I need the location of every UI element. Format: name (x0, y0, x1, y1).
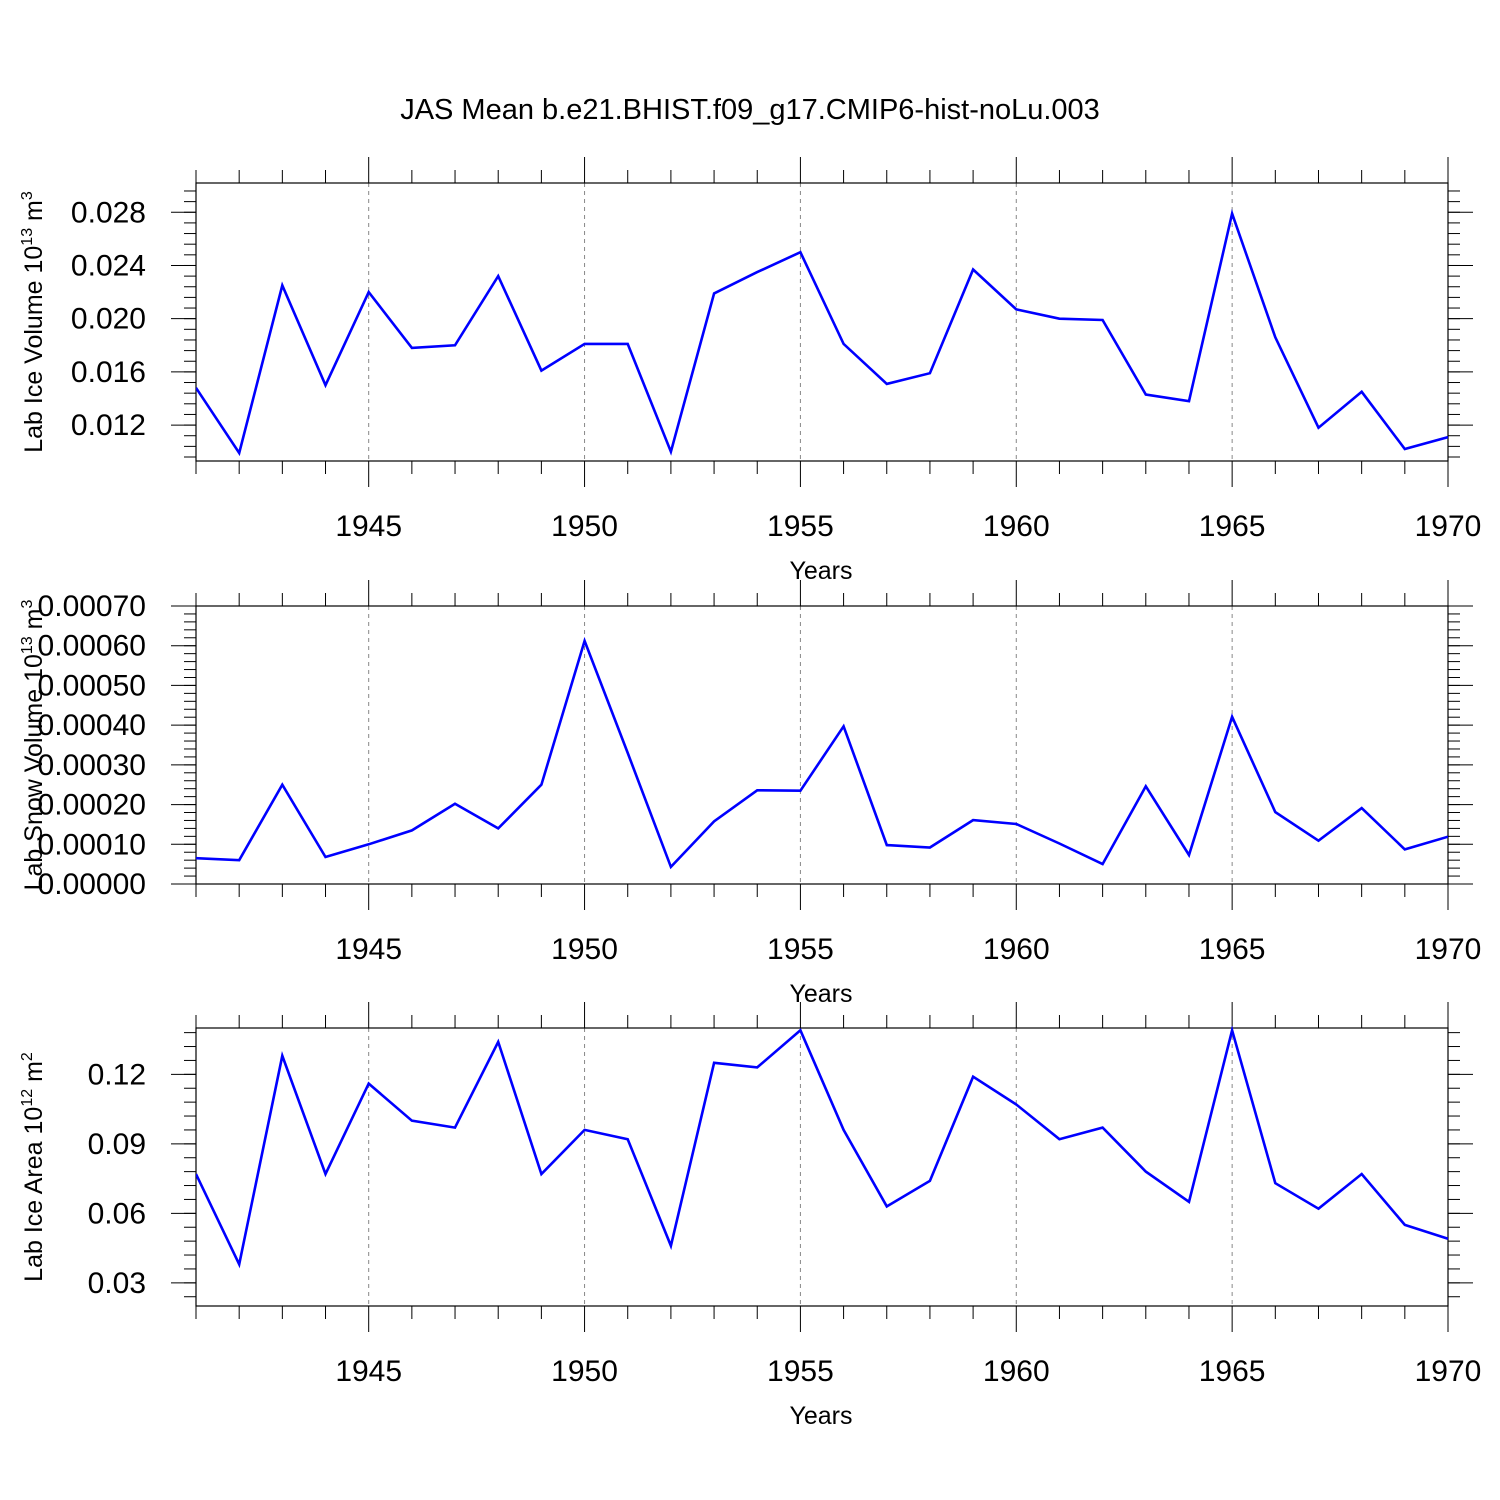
y-tick-label: 0.00060 (38, 630, 146, 663)
x-tick-label: 1965 (1199, 1355, 1266, 1388)
y-tick-label: 0.00020 (38, 789, 146, 822)
x-tick-label: 1965 (1199, 510, 1266, 543)
x-tick-label: 1945 (335, 933, 402, 966)
y-tick-label: 0.03 (88, 1267, 146, 1300)
y-axis-label-base: Lab Ice Volume 10 (20, 246, 48, 453)
y-axis-label-unit: m (20, 609, 48, 637)
y-axis-label-unit-exp: 3 (19, 191, 36, 200)
y-tick-label: 0.00030 (38, 749, 146, 782)
plot-frame (195, 605, 1449, 885)
y-tick-label: 0.00010 (38, 828, 146, 861)
y-tick-label: 0.00040 (38, 709, 146, 742)
x-tick-label: 1970 (1415, 1355, 1482, 1388)
x-tick-label: 1970 (1415, 933, 1482, 966)
x-axis-label: Years (789, 1402, 852, 1430)
series-line-lab-ice-area (196, 1026, 1448, 1269)
x-tick-label: 1955 (767, 510, 834, 543)
chart-panel-2: 0.00000 0.00010 0.00020 0.00030 0.00040 0.000… (19, 580, 1481, 1008)
x-tick-label: 1950 (551, 1355, 618, 1388)
x-axis-label: Years (789, 980, 852, 1008)
x-tick-label: 1955 (767, 933, 834, 966)
x-axis-label: Years (789, 557, 852, 585)
y-tick-label: 0.028 (71, 196, 146, 229)
x-tick-label: 1960 (983, 1355, 1050, 1388)
y-axis-label-exp: 12 (19, 1089, 36, 1107)
plot-frame (195, 182, 1449, 462)
x-tick-label: 1970 (1415, 510, 1482, 543)
y-axis-label: Lab Ice Area 1012 m2 (19, 1052, 48, 1282)
x-tick-label: 1960 (983, 933, 1050, 966)
y-tick-label: 0.020 (71, 303, 146, 336)
x-tick-label: 1950 (551, 933, 618, 966)
y-axis-label-base: Lab Ice Area 10 (20, 1107, 48, 1282)
y-axis-label-unit-exp: 3 (19, 600, 36, 609)
y-axis-label-exp: 13 (19, 228, 36, 246)
y-axis-label-unit: m (20, 1061, 48, 1089)
y-axis-label-unit-exp: 2 (19, 1052, 36, 1061)
y-tick-label: 0.09 (88, 1128, 146, 1161)
y-tick-label: 0.024 (71, 249, 146, 282)
plot-frame (195, 1027, 1449, 1307)
x-tick-label: 1955 (767, 1355, 834, 1388)
x-tick-label: 1945 (335, 510, 402, 543)
chart-panels: 0.012 0.016 0.020 0.024 0.028 1945 1950 1955 196… (19, 157, 1481, 1430)
series-line-lab-snow-volume (196, 636, 1448, 870)
x-tick-label: 1945 (335, 1355, 402, 1388)
x-tick-label: 1965 (1199, 933, 1266, 966)
y-axis-label-unit: m (20, 200, 48, 228)
y-tick-label: 0.012 (71, 409, 146, 442)
y-tick-label: 0.00000 (38, 868, 146, 901)
y-tick-label: 0.00050 (38, 669, 146, 702)
y-axis-label-base: Lab Snow Volume 10 (20, 654, 48, 890)
chart-panel-1: 0.012 0.016 0.020 0.024 0.028 1945 1950 1955 196… (19, 157, 1481, 585)
y-tick-label: 0.12 (88, 1058, 146, 1091)
y-tick-label: 0.06 (88, 1197, 146, 1230)
y-axis-label-exp: 13 (19, 636, 36, 654)
y-tick-label: 0.016 (71, 356, 146, 389)
chart-title: JAS Mean b.e21.BHIST.f09_g17.CMIP6-hist-… (400, 94, 1100, 126)
y-axis-label: Lab Ice Volume 1013 m3 (19, 191, 48, 453)
y-axis-label: Lab Snow Volume 1013 m3 (19, 600, 48, 891)
series-line-lab-ice-volume (196, 208, 1448, 457)
x-tick-label: 1950 (551, 510, 618, 543)
x-tick-label: 1960 (983, 510, 1050, 543)
chart-panel-3: 0.03 0.06 0.09 0.12 1945 1950 1955 1960 1965 1970… (19, 1002, 1481, 1430)
y-tick-label: 0.00070 (38, 590, 146, 623)
